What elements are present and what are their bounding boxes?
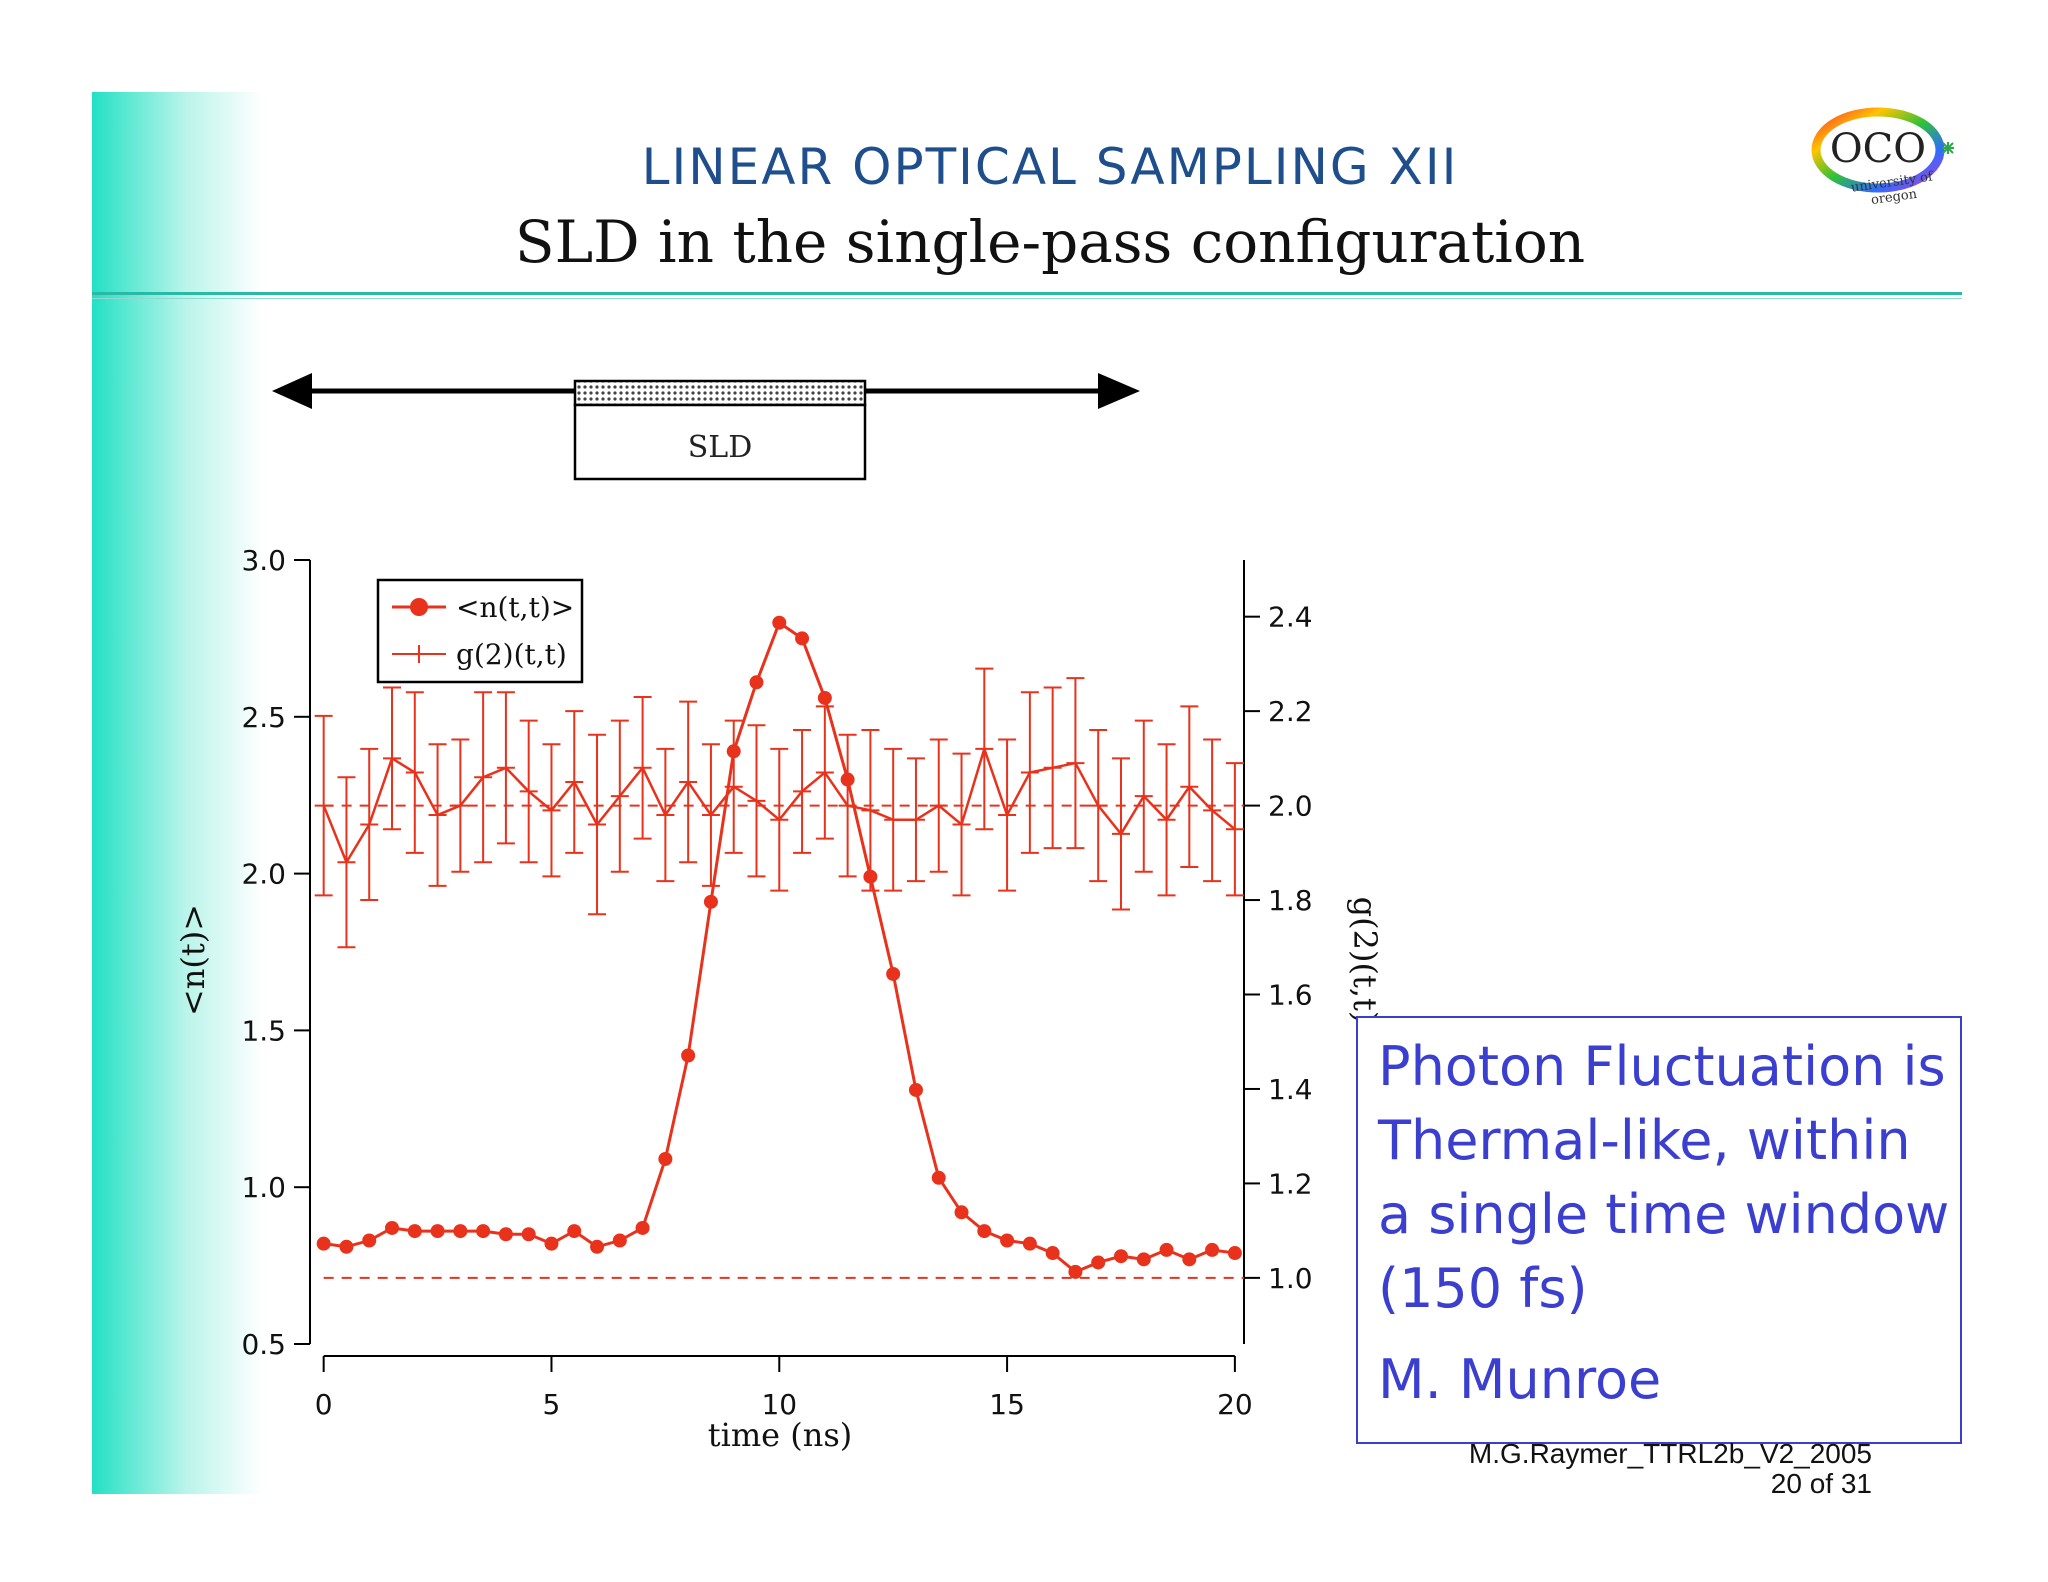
y-tick-label: 1.5 xyxy=(241,1014,286,1047)
n-point xyxy=(1045,1246,1060,1261)
note-author: M. Munroe xyxy=(1378,1348,1662,1411)
n-point xyxy=(795,631,810,646)
n-point xyxy=(726,744,741,759)
n-point xyxy=(590,1239,605,1254)
oco-logo: OCO university of oregon xyxy=(1808,100,1956,210)
n-point xyxy=(1113,1249,1128,1264)
x-axis-label: time (ns) xyxy=(708,1416,853,1454)
n-point xyxy=(1068,1264,1083,1279)
x-tick-label: 20 xyxy=(1217,1388,1253,1421)
n-point xyxy=(521,1227,536,1242)
n-point xyxy=(453,1224,468,1239)
y2-tick-label: 1.4 xyxy=(1268,1073,1313,1106)
n-point xyxy=(908,1082,923,1097)
title-divider xyxy=(92,292,1962,295)
legend-box xyxy=(376,578,584,684)
title-divider-thin xyxy=(92,298,1962,299)
n-point xyxy=(977,1224,992,1239)
logo-text: OCO xyxy=(1829,126,1927,172)
x-tick-label: 10 xyxy=(761,1388,797,1421)
y-tick-label: 1.0 xyxy=(241,1171,286,1204)
plot-area xyxy=(310,560,1244,1344)
y-tick-label: 0.5 xyxy=(241,1328,286,1361)
n-point xyxy=(1182,1252,1197,1267)
y2-tick-label: 2.0 xyxy=(1268,790,1313,823)
n-point xyxy=(498,1227,513,1242)
note-text: Photon Fluctuation is Thermal-like, with… xyxy=(1378,1035,1950,1320)
n-point xyxy=(339,1239,354,1254)
n-point xyxy=(407,1224,422,1239)
n-point xyxy=(703,894,718,909)
n-point xyxy=(476,1224,491,1239)
n-point xyxy=(863,869,878,884)
n-point xyxy=(658,1151,673,1166)
y2-tick-label: 1.2 xyxy=(1268,1167,1313,1200)
legend-n-label: <n(t,t)> xyxy=(456,591,574,624)
n-point xyxy=(931,1170,946,1185)
n-point xyxy=(385,1220,400,1235)
oco-logo-ring-icon xyxy=(1811,107,1954,193)
slide-title: LINEAR OPTICAL SAMPLING XII xyxy=(641,138,1459,196)
footer-page: 20 of 31 xyxy=(1770,1468,1872,1499)
n-point xyxy=(1205,1242,1220,1257)
n-point xyxy=(1136,1252,1151,1267)
y-tick-label: 2.5 xyxy=(241,701,286,734)
n-point xyxy=(612,1233,627,1248)
n-point xyxy=(886,966,901,981)
legend-g2-label: g(2)(t,t) xyxy=(456,638,567,671)
y-axis-label: <n(t)> xyxy=(174,904,212,1016)
n-point xyxy=(316,1236,331,1251)
y2-tick-label: 1.0 xyxy=(1268,1262,1313,1295)
y-tick-label: 3.0 xyxy=(241,544,286,577)
n-point xyxy=(772,615,787,630)
n-point xyxy=(1000,1233,1015,1248)
x-tick-label: 0 xyxy=(315,1388,333,1421)
n-point xyxy=(1227,1246,1242,1261)
n-point xyxy=(362,1233,377,1248)
n-point xyxy=(840,772,855,787)
y2-axis-label: g(2)(t,t) xyxy=(1346,897,1384,1024)
sld-label: SLD xyxy=(687,430,753,465)
n-point xyxy=(1091,1255,1106,1270)
x-tick-label: 5 xyxy=(543,1388,561,1421)
n-point xyxy=(954,1205,969,1220)
y2-tick-label: 1.8 xyxy=(1268,884,1313,917)
n-point xyxy=(817,690,832,705)
y2-tick-label: 2.2 xyxy=(1268,695,1313,728)
x-tick-label: 15 xyxy=(989,1388,1025,1421)
y2-tick-label: 1.6 xyxy=(1268,979,1313,1012)
n-point xyxy=(1022,1236,1037,1251)
n-point xyxy=(681,1048,696,1063)
n-point xyxy=(430,1224,445,1239)
n-point xyxy=(1159,1242,1174,1257)
slide-subtitle: SLD in the single-pass configuration xyxy=(514,208,1586,276)
n-point xyxy=(544,1236,559,1251)
n-point xyxy=(635,1220,650,1235)
y2-tick-label: 2.4 xyxy=(1268,601,1313,634)
note-box: Photon Fluctuation is Thermal-like, with… xyxy=(1356,1016,1962,1444)
n-point xyxy=(749,675,764,690)
legend-n-marker xyxy=(410,598,428,616)
n-point xyxy=(567,1224,582,1239)
left-gradient-band xyxy=(92,92,262,1494)
y-tick-label: 2.0 xyxy=(241,858,286,891)
footer-file: M.G.Raymer_TTRL2b_V2_2005 xyxy=(1468,1438,1872,1469)
